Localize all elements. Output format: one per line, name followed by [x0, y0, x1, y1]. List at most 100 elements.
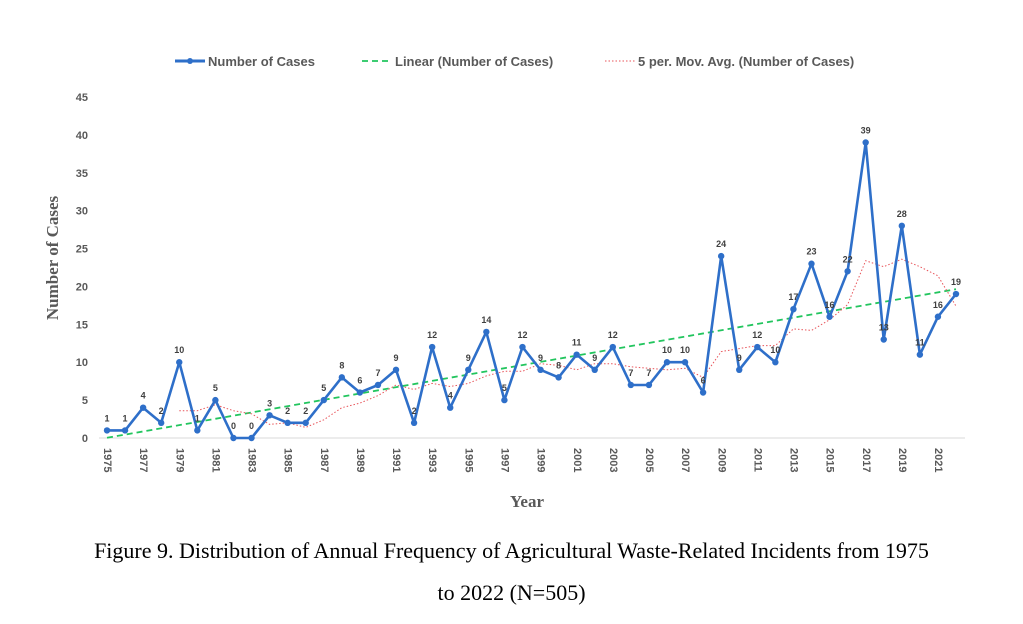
- caption-line-2: to 2022 (N=505): [437, 580, 586, 605]
- y-tick-label: 25: [76, 244, 88, 256]
- data-label: 5: [321, 383, 326, 393]
- data-point: [645, 381, 653, 389]
- data-label: 2: [412, 406, 417, 416]
- data-point: [465, 366, 472, 373]
- x-tick-label: 1993: [426, 448, 438, 472]
- x-tick-label: 1977: [137, 448, 149, 472]
- data-label: 6: [357, 376, 362, 386]
- y-tick-label: 10: [76, 357, 88, 369]
- data-point: [591, 366, 598, 373]
- data-point: [717, 252, 725, 260]
- x-tick-label: 2007: [679, 448, 691, 472]
- data-label: 1: [195, 413, 200, 423]
- x-tick-label: 1979: [173, 448, 185, 472]
- x-tick-label: 1975: [101, 448, 113, 472]
- data-label: 12: [752, 330, 762, 340]
- data-point: [410, 419, 418, 427]
- series-number-of-cases: [103, 139, 960, 442]
- data-label: 12: [608, 330, 618, 340]
- y-tick-label: 0: [82, 433, 88, 445]
- y-tick-label: 5: [82, 395, 88, 407]
- figure-caption: Figure 9. Distribution of Annual Frequen…: [0, 530, 1023, 614]
- data-point: [790, 305, 797, 313]
- data-point: [898, 222, 906, 230]
- y-axis-title: Number of Cases: [43, 195, 62, 320]
- data-point: [573, 351, 580, 358]
- data-point: [284, 419, 291, 427]
- x-tick-label: 2019: [896, 448, 908, 472]
- data-label: 10: [174, 345, 184, 355]
- x-tick-label: 1995: [462, 448, 474, 472]
- legend-label-linear: Linear (Number of Cases): [395, 54, 553, 69]
- data-point: [826, 313, 833, 320]
- data-label: 9: [592, 353, 597, 363]
- data-label: 11: [572, 338, 582, 348]
- data-label: 4: [141, 391, 146, 401]
- data-label: 24: [716, 239, 726, 249]
- data-point: [266, 412, 273, 419]
- x-tick-label: 2015: [824, 448, 836, 472]
- data-point: [103, 427, 111, 434]
- data-point: [808, 260, 815, 267]
- data-label: 5: [213, 383, 218, 393]
- data-label: 8: [556, 360, 561, 370]
- line-chart: Number of Cases Linear (Number of Cases)…: [43, 54, 965, 511]
- data-point: [356, 389, 364, 396]
- x-tick-label: 2021: [932, 448, 944, 472]
- data-point: [862, 139, 869, 146]
- data-label: 12: [427, 330, 437, 340]
- data-label: 1: [123, 413, 128, 423]
- data-label: 10: [662, 345, 672, 355]
- legend-item-linear: Linear (Number of Cases): [362, 54, 553, 69]
- data-label: 12: [517, 330, 527, 340]
- y-tick-label: 30: [76, 206, 88, 218]
- legend-item-moving-average: 5 per. Mov. Avg. (Number of Cases): [605, 54, 854, 69]
- data-label: 39: [861, 125, 871, 135]
- chart-legend: Number of Cases Linear (Number of Cases)…: [175, 54, 854, 69]
- data-point: [139, 404, 147, 411]
- x-tick-label: 1999: [535, 448, 547, 472]
- data-point: [121, 427, 129, 434]
- x-tick-label: 2017: [860, 448, 872, 472]
- y-tick-label: 45: [76, 92, 88, 104]
- data-point: [338, 374, 346, 381]
- data-label: 3: [267, 398, 272, 408]
- legend-item-cases: Number of Cases: [175, 54, 315, 69]
- x-tick-label: 2009: [715, 448, 727, 472]
- data-point: [537, 366, 544, 373]
- y-tick-label: 20: [76, 281, 88, 293]
- data-point: [320, 396, 327, 404]
- data-label: 0: [249, 421, 254, 431]
- data-point: [699, 389, 707, 396]
- data-label: 1: [104, 413, 109, 423]
- x-tick-label: 1981: [209, 448, 221, 472]
- moving-average-line: [179, 258, 957, 428]
- x-tick-label: 1991: [390, 448, 402, 472]
- data-point: [663, 359, 671, 366]
- data-label: 2: [159, 406, 164, 416]
- data-label: 19: [951, 277, 961, 287]
- data-point: [447, 404, 454, 411]
- data-point: [212, 396, 219, 404]
- data-label: 9: [737, 353, 742, 363]
- x-tick-label: 1987: [318, 448, 330, 472]
- data-label: 7: [628, 368, 633, 378]
- data-point: [916, 351, 924, 358]
- data-label: 9: [538, 353, 543, 363]
- data-point: [230, 434, 237, 442]
- x-tick-label: 1989: [354, 448, 366, 472]
- x-tick-label: 1997: [498, 448, 510, 472]
- data-point: [428, 343, 436, 351]
- x-tick-label: 2013: [788, 448, 800, 472]
- caption-line-1: Figure 9. Distribution of Annual Frequen…: [94, 538, 929, 563]
- data-point: [501, 396, 508, 404]
- data-point: [374, 381, 382, 389]
- data-label: 11: [915, 338, 925, 348]
- data-point: [934, 313, 942, 320]
- data-point: [483, 328, 490, 336]
- y-tick-label: 15: [76, 319, 88, 331]
- data-label: 6: [701, 376, 706, 386]
- legend-label-cases: Number of Cases: [208, 54, 315, 69]
- data-label: 0: [231, 421, 236, 431]
